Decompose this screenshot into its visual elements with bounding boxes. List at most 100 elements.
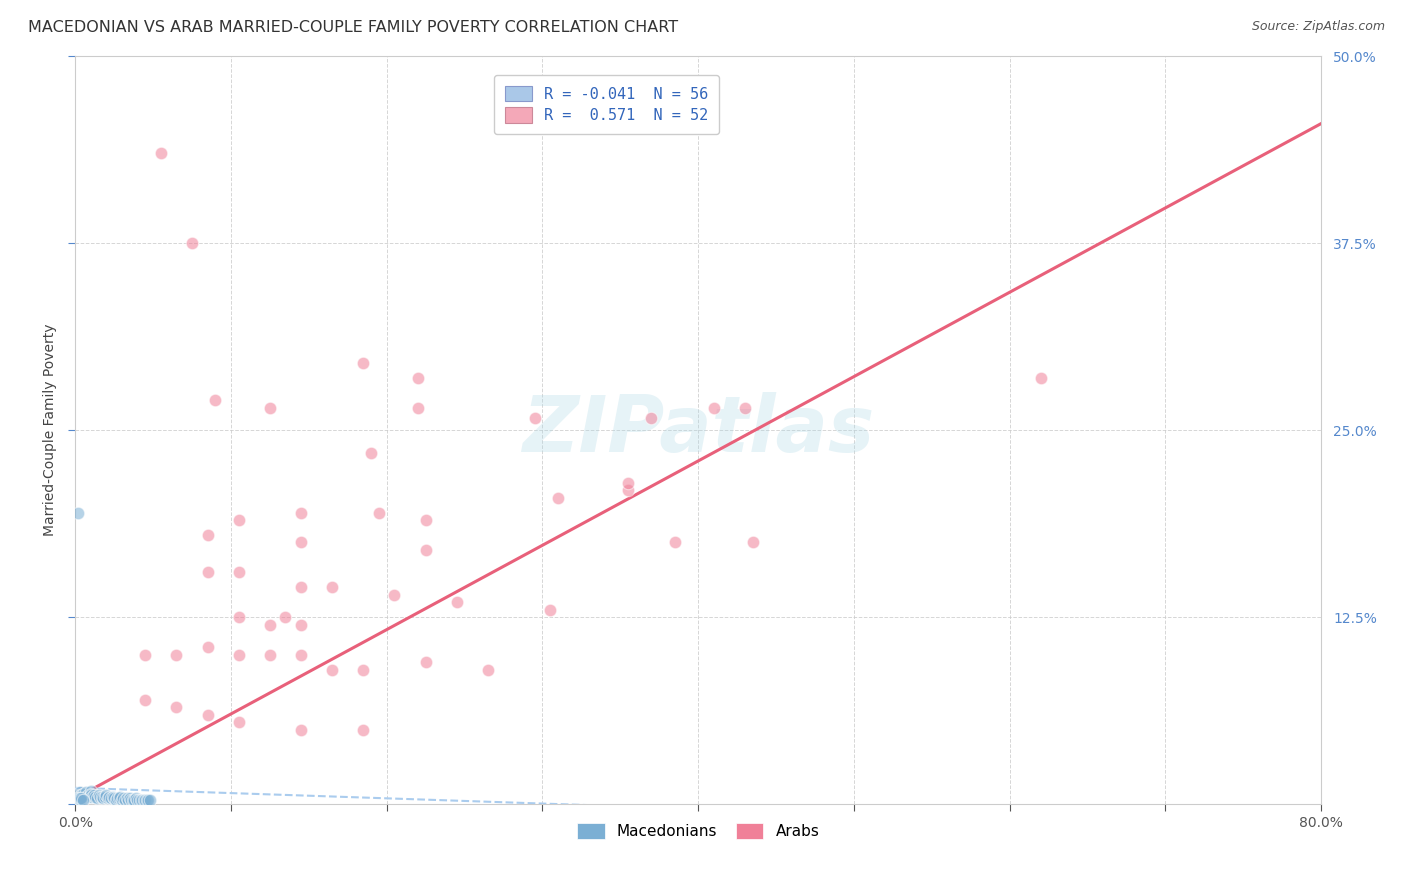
Point — [101, 789, 124, 804]
Point — [1029, 371, 1052, 385]
Point — [290, 617, 312, 632]
Point — [640, 411, 662, 425]
Point — [204, 393, 226, 408]
Point — [274, 610, 297, 624]
Point — [72, 793, 94, 807]
Point — [80, 787, 103, 801]
Point — [290, 580, 312, 594]
Point — [321, 663, 343, 677]
Point — [114, 793, 136, 807]
Point — [80, 784, 103, 798]
Y-axis label: Married-Couple Family Poverty: Married-Couple Family Poverty — [44, 324, 58, 536]
Point — [67, 791, 90, 805]
Point — [703, 401, 725, 415]
Point — [70, 793, 93, 807]
Point — [664, 535, 686, 549]
Point — [110, 789, 132, 804]
Point — [165, 700, 187, 714]
Point — [128, 793, 150, 807]
Point — [105, 791, 128, 805]
Text: MACEDONIAN VS ARAB MARRIED-COUPLE FAMILY POVERTY CORRELATION CHART: MACEDONIAN VS ARAB MARRIED-COUPLE FAMILY… — [28, 20, 678, 35]
Point — [69, 791, 91, 805]
Point — [127, 793, 149, 807]
Point — [290, 723, 312, 737]
Point — [352, 356, 374, 370]
Point — [181, 236, 204, 251]
Point — [124, 793, 146, 807]
Point — [446, 595, 468, 609]
Point — [69, 785, 91, 799]
Point — [134, 648, 156, 662]
Point — [87, 789, 110, 803]
Point — [617, 483, 640, 497]
Point — [103, 791, 125, 805]
Point — [259, 617, 281, 632]
Point — [197, 707, 219, 722]
Point — [97, 791, 120, 805]
Point — [538, 603, 561, 617]
Point — [477, 663, 499, 677]
Point — [117, 793, 139, 807]
Point — [228, 714, 250, 729]
Point — [415, 655, 437, 669]
Point — [129, 793, 152, 807]
Point — [149, 146, 172, 161]
Point — [76, 789, 98, 803]
Point — [352, 663, 374, 677]
Point — [96, 789, 118, 803]
Point — [415, 513, 437, 527]
Point — [135, 793, 157, 807]
Point — [90, 789, 112, 804]
Point — [67, 793, 90, 807]
Point — [77, 789, 100, 804]
Point — [259, 401, 281, 415]
Point — [228, 513, 250, 527]
Point — [111, 793, 134, 807]
Point — [415, 543, 437, 558]
Point — [86, 791, 108, 805]
Point — [104, 793, 127, 807]
Point — [132, 793, 155, 807]
Point — [118, 791, 141, 805]
Point — [617, 475, 640, 490]
Point — [98, 789, 121, 804]
Point — [115, 791, 138, 805]
Point — [107, 791, 129, 805]
Point — [197, 528, 219, 542]
Point — [197, 640, 219, 655]
Point — [384, 588, 406, 602]
Point — [290, 648, 312, 662]
Point — [352, 723, 374, 737]
Point — [547, 491, 569, 505]
Point — [121, 793, 143, 807]
Point — [406, 401, 429, 415]
Text: ZIPatlas: ZIPatlas — [522, 392, 875, 468]
Point — [80, 789, 103, 803]
Point — [82, 789, 104, 804]
Point — [228, 566, 250, 580]
Point — [290, 506, 312, 520]
Point — [112, 791, 135, 805]
Point — [83, 789, 105, 803]
Point — [67, 506, 90, 520]
Point — [741, 535, 763, 549]
Point — [94, 789, 117, 804]
Point — [131, 793, 153, 807]
Point — [259, 648, 281, 662]
Point — [367, 506, 389, 520]
Point — [134, 793, 156, 807]
Point — [406, 371, 429, 385]
Point — [69, 793, 91, 807]
Point — [228, 648, 250, 662]
Point — [139, 793, 162, 807]
Point — [84, 789, 107, 804]
Text: Source: ZipAtlas.com: Source: ZipAtlas.com — [1251, 20, 1385, 33]
Point — [70, 791, 93, 805]
Legend: Macedonians, Arabs: Macedonians, Arabs — [571, 817, 825, 846]
Point — [120, 793, 142, 807]
Point — [523, 411, 546, 425]
Point — [75, 785, 97, 799]
Point — [100, 791, 122, 805]
Point — [125, 791, 148, 805]
Point — [91, 791, 114, 805]
